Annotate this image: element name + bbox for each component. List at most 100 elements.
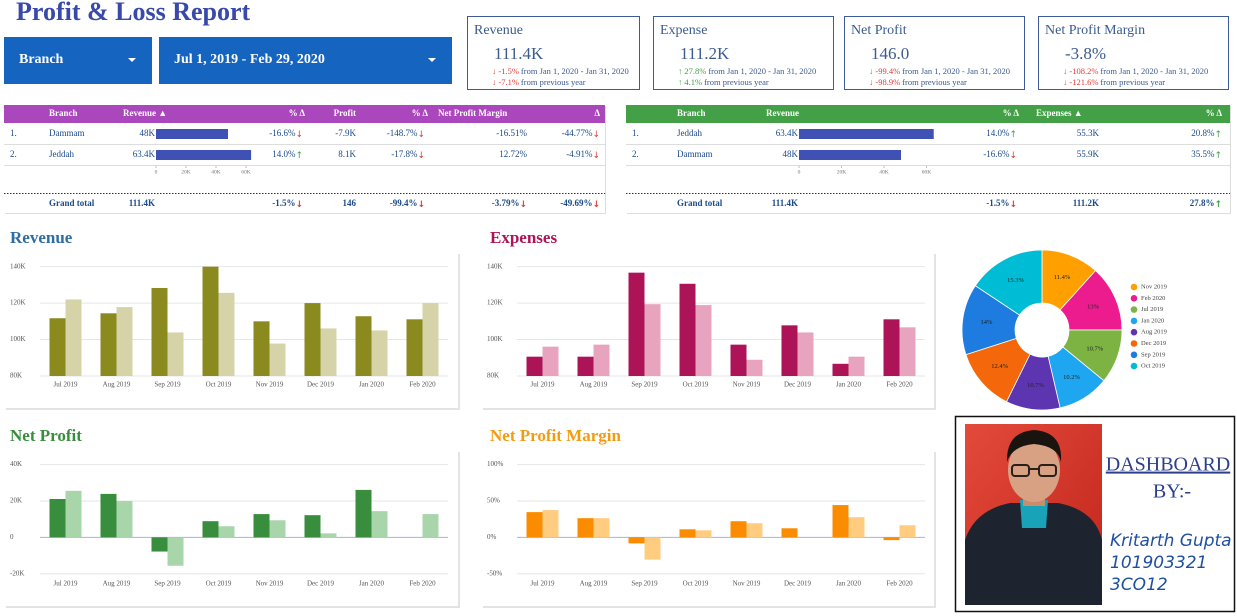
profile-heading: DASHBOARD bbox=[1106, 454, 1230, 476]
y-tick-label: 80K bbox=[10, 372, 22, 380]
bar bbox=[202, 521, 219, 538]
x-tick-label: Oct 2019 bbox=[683, 580, 709, 588]
bar bbox=[628, 272, 645, 376]
table-header-cell: Expenses ▲ bbox=[1036, 108, 1083, 118]
table-cell: 2. bbox=[10, 149, 17, 159]
dropdown-icon[interactable] bbox=[128, 58, 136, 62]
kpi-value: -3.8% bbox=[1065, 44, 1106, 63]
bar bbox=[883, 537, 900, 541]
kpi-period: from Jan 1, 2020 - Jan 31, 2020 bbox=[1100, 66, 1208, 76]
kpi-period: from Jan 1, 2020 - Jan 31, 2020 bbox=[902, 66, 1010, 76]
x-tick-label: Jul 2019 bbox=[54, 381, 78, 389]
kpi-comparison: ↓ -7.1% from previous year bbox=[492, 77, 586, 87]
glass-lens bbox=[1011, 464, 1030, 477]
x-tick-label: Aug 2019 bbox=[580, 580, 608, 588]
kpi-comparison: ↓ -108.2% from Jan 1, 2020 - Jan 31, 2020 bbox=[1063, 66, 1208, 76]
bar bbox=[797, 332, 814, 376]
page-title: Profit & Loss Report bbox=[16, 0, 251, 26]
kpi-comparison: ↓ -121.6% from previous year bbox=[1063, 77, 1165, 87]
table-cell: 1. bbox=[632, 128, 639, 138]
bar bbox=[151, 537, 168, 552]
x-tick-label: Sep 2019 bbox=[631, 381, 658, 389]
bar bbox=[526, 512, 543, 538]
profile-photo bbox=[965, 424, 1102, 605]
y-tick-label: -20K bbox=[10, 569, 24, 577]
bar bbox=[883, 319, 900, 376]
table-total-cell: -3.79%↓ bbox=[492, 198, 527, 209]
table-header-cell: Δ bbox=[594, 108, 600, 118]
bar bbox=[371, 511, 388, 538]
filter-label[interactable]: Branch bbox=[19, 52, 64, 67]
bar bbox=[577, 518, 594, 538]
filter-box[interactable] bbox=[4, 37, 152, 84]
x-tick-label: Dec 2019 bbox=[307, 580, 335, 588]
dropdown-icon[interactable] bbox=[428, 58, 436, 62]
kpi-period: from previous year bbox=[1100, 77, 1165, 87]
table-axis-label: 20K bbox=[837, 169, 847, 175]
bar bbox=[422, 303, 439, 376]
chart-title: Revenue bbox=[10, 228, 73, 247]
y-tick-label: 100K bbox=[487, 335, 503, 343]
bar bbox=[781, 528, 798, 538]
table-cell: 63.4K bbox=[133, 149, 156, 159]
bar bbox=[526, 356, 543, 376]
kpi-change: ↓ -1.5% bbox=[492, 66, 519, 76]
slice-label: 13% bbox=[1087, 304, 1100, 311]
x-tick-label: Jan 2020 bbox=[836, 381, 862, 389]
table-cell: -16.6%↓ bbox=[269, 128, 303, 139]
filter-label[interactable]: Jul 1, 2019 - Feb 29, 2020 bbox=[174, 52, 325, 67]
table-axis-label: 40K bbox=[211, 169, 221, 175]
legend-label: Sep 2019 bbox=[1141, 351, 1165, 358]
table-total-cell: 146 bbox=[343, 198, 357, 208]
x-tick-label: Sep 2019 bbox=[154, 580, 181, 588]
bar bbox=[832, 363, 849, 376]
x-tick-label: Dec 2019 bbox=[307, 381, 335, 389]
table-axis-label: 60K bbox=[241, 169, 251, 175]
filter-box[interactable] bbox=[159, 37, 452, 84]
legend-swatch bbox=[1130, 351, 1138, 359]
table-cell: 1. bbox=[10, 128, 17, 138]
table-cell: -7.9K bbox=[335, 128, 356, 138]
kpi-cards bbox=[467, 16, 1229, 90]
kpi-card bbox=[653, 16, 834, 90]
table-bar bbox=[156, 129, 228, 139]
table-cell: Jeddah bbox=[49, 149, 74, 159]
table-bar bbox=[799, 150, 901, 160]
bar bbox=[269, 343, 286, 376]
bar bbox=[304, 303, 321, 376]
bar bbox=[593, 518, 610, 538]
bar bbox=[695, 305, 712, 376]
kpi-title: Expense bbox=[660, 23, 707, 38]
kpi-period: from Jan 1, 2020 - Jan 31, 2020 bbox=[521, 66, 629, 76]
x-tick-label: Feb 2020 bbox=[886, 580, 913, 588]
table-cell: -17.8%↓ bbox=[391, 149, 425, 160]
table-total-cell: 111.2K bbox=[1073, 198, 1099, 208]
kpi-change: ↑ 4.1% bbox=[678, 77, 702, 87]
bar bbox=[218, 292, 235, 376]
photo-glasses bbox=[1011, 464, 1057, 477]
x-tick-label: Feb 2020 bbox=[409, 381, 436, 389]
slice-label: 15.3% bbox=[1007, 277, 1024, 284]
table-header-cell: Revenue ▲ bbox=[123, 108, 167, 118]
table-cell: 12.72% bbox=[499, 149, 527, 159]
trend-arrow: ↓ bbox=[1009, 151, 1017, 161]
trend-arrow: ↓ bbox=[592, 151, 600, 161]
y-tick-label: 80K bbox=[487, 372, 499, 380]
legend-label: Oct 2019 bbox=[1141, 363, 1165, 370]
y-tick-label: 40K bbox=[10, 460, 22, 468]
bar bbox=[406, 319, 423, 376]
x-tick-label: Feb 2020 bbox=[409, 580, 436, 588]
y-tick-label: 120K bbox=[487, 299, 503, 307]
table-header-cell: Profit bbox=[334, 108, 356, 118]
legend-swatch bbox=[1130, 317, 1138, 325]
table-axis-label: 20K bbox=[181, 169, 191, 175]
y-tick-label: 140K bbox=[10, 262, 26, 270]
table-axis-label: 60K bbox=[922, 169, 932, 175]
kpi-title: Net Profit Margin bbox=[1045, 23, 1145, 38]
trend-arrow: ↑ bbox=[1214, 130, 1222, 140]
table-cell: -16.6%↓ bbox=[983, 149, 1017, 160]
legend-label: Dec 2019 bbox=[1141, 340, 1166, 347]
trend-arrow: ↓ bbox=[1009, 200, 1017, 210]
bar bbox=[644, 304, 661, 376]
legend-swatch bbox=[1130, 295, 1138, 302]
